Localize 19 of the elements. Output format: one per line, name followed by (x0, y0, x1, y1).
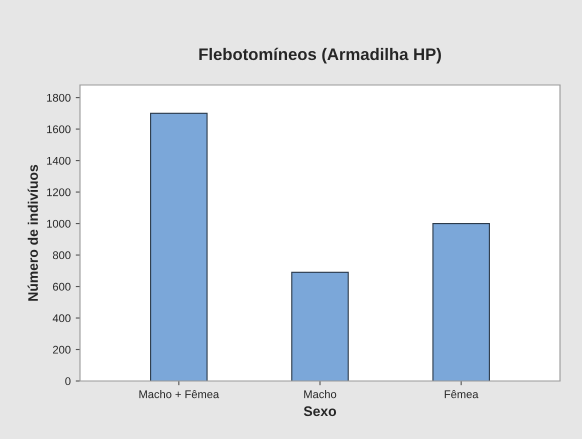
x-tick-label: Fêmea (444, 390, 478, 398)
bar (150, 112, 208, 381)
y-tick-label: 1800 (47, 94, 71, 102)
x-tick-label: Macho + Fêmea (139, 390, 220, 398)
y-tick-label: 600 (53, 282, 71, 291)
y-tick-label: 1000 (47, 220, 71, 228)
bar (291, 272, 349, 381)
y-tick-label: 0 (65, 377, 71, 386)
bar (432, 223, 490, 381)
y-tick-label: 800 (52, 251, 71, 260)
x-axis-title: Sexo (304, 406, 336, 416)
x-tick-label: Macho (304, 390, 336, 398)
y-tick-label: 1200 (47, 188, 71, 196)
y-tick-label: 200 (52, 346, 71, 354)
y-axis-title: Número de indivíuos (28, 164, 38, 301)
y-tick-label: 400 (52, 314, 71, 322)
y-tick-label: 1400 (47, 156, 71, 165)
y-tick-label: 1600 (47, 125, 71, 134)
chart-title: Flebotomíneos (Armadilha HP) (199, 48, 441, 64)
